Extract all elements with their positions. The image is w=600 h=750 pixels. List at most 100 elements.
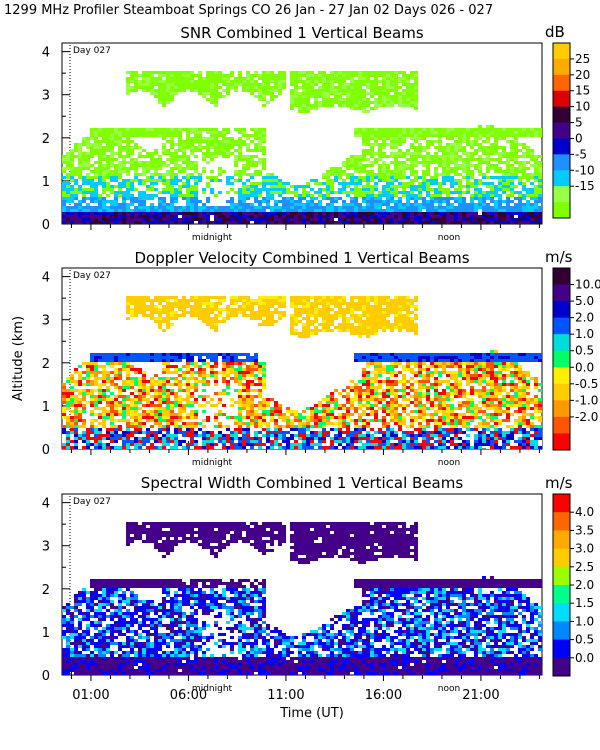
y-tick-label: 3 xyxy=(42,314,50,329)
day-marker-label: Day 027 xyxy=(73,46,111,56)
colorbar-segment xyxy=(553,416,570,434)
colorbar-segment xyxy=(553,268,570,286)
colorbar-segment xyxy=(553,106,570,124)
y-tick-label: 0 xyxy=(42,443,50,458)
colorbar-segment xyxy=(553,530,570,550)
colorbar-segment xyxy=(553,657,570,677)
colorbar-segment xyxy=(553,639,570,659)
colorbar-unit: dB xyxy=(545,23,565,41)
colorbar-label: 0.0 xyxy=(575,360,594,374)
panel-title: Doppler Velocity Combined 1 Vertical Bea… xyxy=(134,249,469,267)
midnight-label: midnight xyxy=(192,233,233,243)
midnight-label: midnight xyxy=(192,458,233,468)
day-marker-label: Day 027 xyxy=(73,271,111,281)
colorbar-segment xyxy=(553,494,570,513)
colorbar-label: 3.0 xyxy=(575,542,594,556)
colorbar-label: 0 xyxy=(575,131,583,145)
x-tick-label: 01:00 xyxy=(72,688,109,703)
x-tick-label: 06:00 xyxy=(170,688,207,703)
colorbar-segment xyxy=(553,90,570,108)
y-tick-label: 0 xyxy=(42,218,50,233)
y-tick-label: 1 xyxy=(42,626,50,641)
x-tick-label: 21:00 xyxy=(462,688,499,703)
colorbar-segment xyxy=(553,383,570,401)
colorbar-segment xyxy=(553,334,570,352)
colorbar-frame xyxy=(552,42,571,219)
colorbar-segment xyxy=(553,585,570,604)
midnight-label: midnight xyxy=(192,684,233,694)
y-tick-label: 4 xyxy=(42,497,50,512)
colorbar-label: -15 xyxy=(575,179,595,193)
colorbar-label: -1.0 xyxy=(575,393,598,407)
colorbar-label: 0.5 xyxy=(575,633,594,647)
colorbar-label: -2.0 xyxy=(575,410,598,424)
colorbar-segment xyxy=(553,202,570,219)
noon-label: noon xyxy=(438,233,460,243)
y-tick-label: 2 xyxy=(42,583,50,598)
colorbar-label: 25 xyxy=(575,52,590,66)
panel-title: SNR Combined 1 Vertical Beams xyxy=(180,24,423,42)
colorbar-segment xyxy=(553,433,570,451)
colorbar-label: 1.0 xyxy=(575,327,594,341)
y-tick-label: 1 xyxy=(42,175,50,190)
colorbar-label: 10 xyxy=(575,100,590,114)
colorbar-label: -0.5 xyxy=(575,377,598,391)
colorbar-segment xyxy=(553,621,570,641)
colorbar-label: 1.0 xyxy=(575,614,594,628)
colorbar-label: 2.0 xyxy=(575,578,594,592)
colorbar-segment xyxy=(553,43,570,60)
colorbar-segment xyxy=(553,154,570,171)
heatmap-cells-1 xyxy=(62,296,542,449)
y-tick-label: 0 xyxy=(42,669,50,684)
colorbar-label: 5 xyxy=(575,116,583,130)
colorbar-label: 5.0 xyxy=(575,294,594,308)
day-marker-label: Day 027 xyxy=(73,497,111,507)
colorbar-label: 15 xyxy=(575,84,590,98)
colorbar-label: 0.0 xyxy=(575,651,594,665)
y-axis-label: Altitude (km) xyxy=(11,316,26,401)
colorbar-segment xyxy=(553,74,570,92)
colorbar-label: 10.0 xyxy=(575,278,600,292)
y-tick-label: 2 xyxy=(42,357,50,372)
heatmap-cells-2 xyxy=(62,522,542,675)
colorbar-segment xyxy=(553,400,570,418)
colorbar: 4.0 3.5 3.0 2.5 2.0 1.5 1.0 0.5 0.0 m/s xyxy=(545,474,594,677)
colorbar-segment xyxy=(553,170,570,187)
panel-title: Spectral Width Combined 1 Vertical Beams xyxy=(141,474,464,492)
colorbar-segment xyxy=(553,58,570,76)
colorbar-segment xyxy=(553,566,570,586)
y-tick-label: 3 xyxy=(42,540,50,555)
x-tick-label: 11:00 xyxy=(267,688,304,703)
y-tick-label: 3 xyxy=(42,89,50,104)
y-tick-label: 2 xyxy=(42,132,50,147)
heatmap-cells-0 xyxy=(62,71,542,224)
colorbar-label: 2.0 xyxy=(575,311,594,325)
colorbar-segment xyxy=(553,122,570,139)
colorbar-frame xyxy=(552,267,571,451)
y-tick-label: 4 xyxy=(42,271,50,286)
colorbar-unit: m/s xyxy=(545,474,573,492)
colorbar-segment xyxy=(553,301,570,319)
noon-label: noon xyxy=(438,458,460,468)
colorbar-segment xyxy=(553,548,570,568)
colorbar-label: 20 xyxy=(575,68,590,82)
panel-1: SNR Combined 1 Vertical Beams 0 1 2 3 4 Day 02… xyxy=(42,23,595,243)
figure-header: 1299 MHz Profiler Steamboat Springs CO 2… xyxy=(4,3,494,18)
x-tick-label: 16:00 xyxy=(365,688,402,703)
colorbar-label: -5 xyxy=(575,147,587,161)
colorbar-unit: m/s xyxy=(545,248,573,266)
y-tick-label: 1 xyxy=(42,400,50,415)
colorbar-label: 3.5 xyxy=(575,523,594,537)
colorbar-label: 1.5 xyxy=(575,596,594,610)
colorbar-segment xyxy=(553,186,570,203)
colorbar-label: -10 xyxy=(575,163,595,177)
colorbar-label: 0.5 xyxy=(575,344,594,358)
colorbar: 25 20 15 10 50 -5 -10 -15 dB xyxy=(545,23,595,219)
colorbar-segment xyxy=(553,284,570,302)
colorbar-segment xyxy=(553,512,570,531)
colorbar-label: 4.0 xyxy=(575,505,594,519)
colorbar-segment xyxy=(553,350,570,368)
x-axis-label: Time (UT) xyxy=(279,706,344,721)
colorbar-segment xyxy=(553,138,570,155)
